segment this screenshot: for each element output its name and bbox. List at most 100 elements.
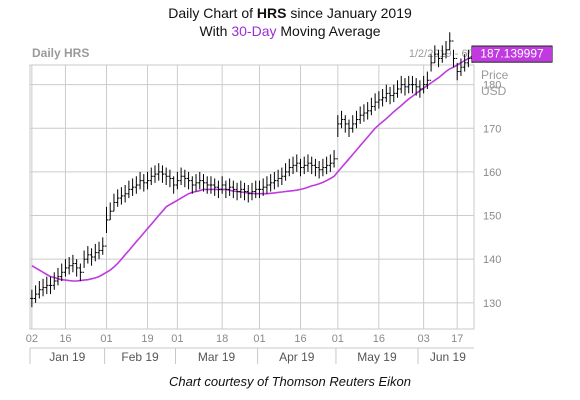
price-bar bbox=[149, 167, 153, 185]
price-bar bbox=[369, 97, 373, 116]
price-bar bbox=[224, 180, 228, 199]
price-bar bbox=[112, 193, 116, 212]
month-label: May 19 bbox=[357, 350, 397, 364]
price-bar bbox=[93, 243, 97, 262]
price-bar bbox=[228, 178, 232, 196]
y-tick-label: 170 bbox=[483, 123, 501, 135]
price-bar bbox=[328, 154, 332, 172]
price-axis-title: Price bbox=[481, 68, 509, 82]
price-bar bbox=[33, 285, 38, 303]
price-bar bbox=[354, 110, 359, 129]
chart-subtitle: With 30-Day Moving Average bbox=[0, 22, 580, 40]
price-bar bbox=[343, 115, 347, 133]
price-bar bbox=[388, 86, 392, 105]
price-bar bbox=[332, 150, 336, 168]
price-bar bbox=[116, 189, 120, 207]
x-tick-label: 17 bbox=[451, 333, 463, 345]
x-tick-label: 02 bbox=[26, 333, 38, 345]
price-bar bbox=[351, 115, 355, 133]
x-tick-label: 01 bbox=[253, 333, 265, 345]
price-bar bbox=[287, 158, 291, 177]
price-bar bbox=[317, 161, 321, 179]
chart-title: Daily Chart of HRS since January 2019 bbox=[0, 4, 580, 22]
price-bar bbox=[257, 180, 262, 199]
chart-label: Daily HRS bbox=[32, 46, 89, 60]
subtitle-period: 30-Day bbox=[231, 23, 277, 39]
month-label: Jun 19 bbox=[430, 350, 466, 364]
price-bar bbox=[325, 156, 329, 175]
price-bar bbox=[71, 254, 75, 273]
price-bar bbox=[451, 40, 456, 68]
x-tick-label: 01 bbox=[100, 333, 112, 345]
price-bar bbox=[433, 45, 437, 64]
price-bar bbox=[403, 78, 407, 96]
price-bar bbox=[145, 171, 150, 190]
price-bar bbox=[220, 176, 224, 194]
y-tick-label: 150 bbox=[483, 211, 501, 223]
price-bar bbox=[201, 174, 206, 192]
price-bar bbox=[175, 171, 179, 190]
price-bar bbox=[321, 158, 325, 177]
price-bar bbox=[313, 158, 318, 177]
title-suffix: since January 2019 bbox=[286, 5, 412, 21]
price-bar bbox=[82, 250, 86, 273]
price-bar bbox=[153, 165, 157, 183]
x-tick-label: 01 bbox=[171, 333, 183, 345]
price-bar bbox=[86, 246, 90, 264]
price-bar bbox=[183, 169, 187, 188]
price-bar bbox=[160, 165, 165, 183]
price-bar bbox=[395, 80, 400, 98]
price-bar bbox=[37, 281, 41, 299]
price-bar bbox=[269, 174, 273, 192]
x-tick-label: 01 bbox=[332, 333, 344, 345]
price-bar bbox=[377, 91, 381, 109]
price-bar bbox=[101, 237, 105, 255]
x-tick-label: 16 bbox=[59, 333, 71, 345]
price-bar bbox=[104, 206, 109, 247]
price-bar bbox=[295, 154, 299, 172]
price-bar bbox=[436, 49, 441, 68]
last-ma-value: 187.139997 bbox=[480, 47, 544, 61]
price-bar bbox=[63, 259, 68, 277]
y-tick-label: 180 bbox=[483, 80, 501, 92]
y-tick-label: 140 bbox=[483, 254, 501, 266]
price-bar bbox=[254, 180, 258, 199]
price-bar bbox=[261, 178, 265, 196]
price-bar bbox=[463, 54, 467, 72]
price-bar bbox=[194, 174, 198, 192]
price-bar bbox=[134, 176, 138, 194]
price-bar bbox=[60, 263, 64, 281]
price-bar bbox=[298, 158, 303, 177]
chart-courtesy: Chart courtesy of Thomson Reuters Eikon bbox=[168, 374, 412, 389]
price-bar bbox=[127, 180, 131, 199]
price-bar bbox=[138, 171, 142, 190]
price-bar bbox=[172, 176, 176, 194]
price-bar bbox=[380, 89, 385, 107]
price-bar bbox=[41, 278, 45, 297]
price-bar bbox=[246, 185, 250, 203]
x-tick-label: 16 bbox=[373, 333, 385, 345]
price-bar bbox=[306, 154, 310, 172]
price-bar bbox=[302, 156, 306, 175]
price-bar bbox=[119, 187, 124, 205]
price-bar bbox=[142, 174, 146, 192]
x-tick-label: 18 bbox=[216, 333, 228, 345]
currency-label: USD bbox=[481, 84, 507, 98]
price-bar bbox=[67, 257, 71, 275]
price-bar bbox=[366, 102, 370, 120]
title-prefix: Daily Chart of bbox=[168, 5, 257, 21]
price-bar bbox=[407, 75, 411, 94]
price-bar bbox=[276, 169, 280, 188]
price-bar bbox=[336, 115, 340, 160]
price-bar bbox=[209, 176, 213, 194]
price-bar bbox=[384, 84, 388, 103]
price-bar bbox=[235, 182, 239, 201]
price-bar bbox=[231, 180, 235, 199]
subtitle-suffix: Moving Average bbox=[276, 23, 381, 39]
price-bar bbox=[339, 110, 344, 129]
month-label: Jan 19 bbox=[49, 350, 85, 364]
price-bar bbox=[347, 119, 351, 137]
price-bar bbox=[283, 163, 288, 181]
price-bar bbox=[190, 176, 194, 194]
